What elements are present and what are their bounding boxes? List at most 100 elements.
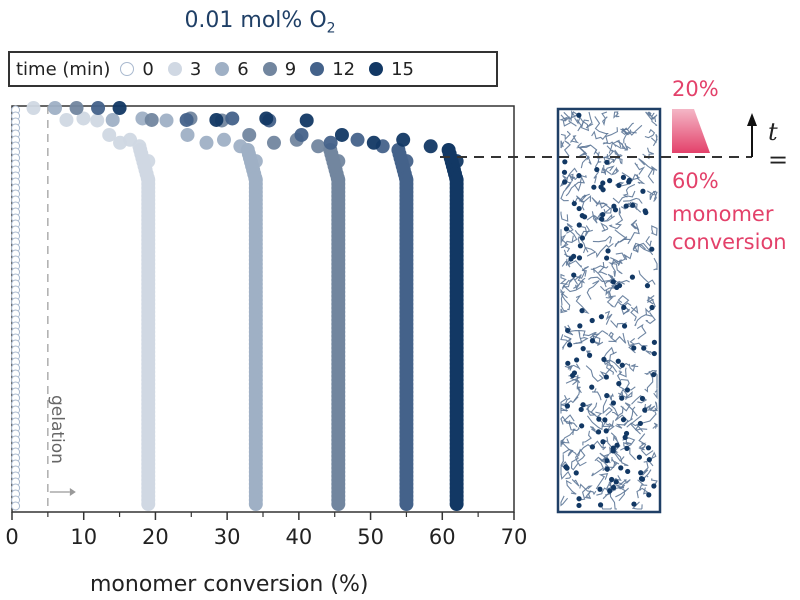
polymer-chain: [595, 473, 609, 490]
polymer-chain: [606, 364, 618, 375]
crosslink-point: [614, 284, 620, 291]
crosslink-point: [565, 360, 571, 366]
data-point: [225, 111, 240, 126]
polymer-chain: [616, 279, 630, 285]
polymer-chain: [645, 235, 652, 248]
polymer-chain: [638, 270, 656, 285]
polymer-chain: [580, 155, 590, 169]
data-point: [141, 497, 156, 511]
polymer-chain: [637, 479, 648, 491]
crosslink-point: [621, 323, 628, 329]
polymer-chain: [586, 280, 600, 300]
data-point: [11, 501, 21, 511]
crosslink-point: [643, 209, 649, 216]
polymer-chain: [644, 370, 657, 375]
polymer-chain: [560, 211, 569, 222]
data-point: [59, 112, 74, 127]
polymer-chain: [579, 485, 593, 501]
polymer-chain: [605, 296, 615, 308]
crosslink-point: [649, 246, 655, 252]
polymer-chain: [561, 280, 583, 293]
crosslink-point: [589, 384, 595, 390]
legend-marker-icon: [167, 62, 182, 76]
crosslink-point: [594, 166, 600, 173]
polymer-chain: [615, 487, 627, 498]
crosslink-point: [600, 180, 606, 186]
data-point: [199, 135, 214, 150]
polymer-chain: [620, 124, 643, 136]
legend-label: 6: [237, 58, 249, 80]
crosslink-point: [579, 308, 585, 314]
polymer-chain: [588, 276, 611, 285]
polymer-chain: [569, 374, 579, 386]
polymer-chain: [577, 142, 592, 165]
legend-marker-icon: [310, 62, 325, 76]
polymer-chain: [581, 265, 589, 277]
polymer-chain: [637, 242, 654, 256]
crosslink-point: [589, 338, 596, 344]
polymer-chain: [647, 165, 658, 184]
crosslink-point: [600, 211, 606, 218]
polymer-chain: [600, 164, 607, 175]
crosslink-point: [604, 255, 610, 261]
polymer-chain: [654, 370, 658, 389]
polymer-chain: [644, 370, 654, 393]
polymer-chain: [652, 190, 658, 202]
crosslink-point: [642, 407, 648, 413]
crosslink-point: [598, 314, 605, 320]
crosslink-point: [622, 434, 628, 440]
conversion-gradient-wedge: [672, 109, 710, 153]
crosslink-point: [580, 346, 586, 352]
crosslink-point: [609, 476, 615, 483]
polymer-chain: [624, 142, 631, 151]
polymer-chain: [584, 490, 592, 500]
polymer-chain: [583, 331, 597, 340]
crosslink-point: [616, 381, 622, 387]
polymer-chain: [570, 135, 580, 144]
crosslink-point: [636, 454, 642, 460]
annotation-line2: conversion: [672, 230, 787, 254]
crosslink-point: [563, 464, 569, 470]
crosslink-point: [638, 476, 645, 482]
polymer-chain: [591, 459, 604, 477]
crosslink-point: [563, 226, 570, 232]
polymer-chain: [613, 111, 620, 119]
polymer-chain: [621, 172, 641, 182]
time-label: t =: [768, 118, 789, 174]
polymer-chain: [630, 305, 639, 322]
data-point: [48, 101, 63, 115]
polymer-chain: [621, 302, 632, 316]
polymer-chain: [560, 140, 565, 149]
data-point: [180, 127, 195, 142]
polymer-chain: [652, 401, 658, 412]
crosslink-point: [631, 501, 637, 507]
crosslink-point: [623, 203, 629, 209]
polymer-chain: [604, 310, 613, 325]
data-point: [69, 101, 84, 115]
legend-label: 9: [284, 58, 297, 80]
polymer-chain: [560, 334, 573, 346]
crosslink-point: [600, 187, 606, 193]
polymer-chain: [650, 134, 658, 147]
legend-item-15: 15: [369, 59, 414, 80]
chart-title: 0.01 mol% O2: [184, 8, 336, 37]
legend-item-0: 0: [120, 59, 154, 80]
polymer-chain: [610, 166, 620, 176]
polymer-chain: [638, 442, 647, 451]
polymer-chain: [608, 401, 619, 417]
polymer-chain: [560, 438, 565, 447]
x-tick-label: 50: [357, 525, 384, 549]
crosslink-point: [574, 357, 580, 363]
crosslink-point: [651, 371, 657, 378]
polymer-chain: [560, 181, 572, 202]
legend-marker-icon: [262, 62, 277, 76]
polymer-chain: [591, 197, 611, 209]
legend-item-12: 12: [310, 59, 355, 80]
crosslink-point: [613, 479, 619, 485]
polymer-chain: [650, 478, 658, 486]
polymer-chain: [560, 428, 576, 444]
polymer-chain: [561, 260, 571, 268]
crosslink-point: [610, 448, 616, 454]
polymer-chain: [560, 130, 571, 141]
polymer-chain: [595, 199, 608, 209]
